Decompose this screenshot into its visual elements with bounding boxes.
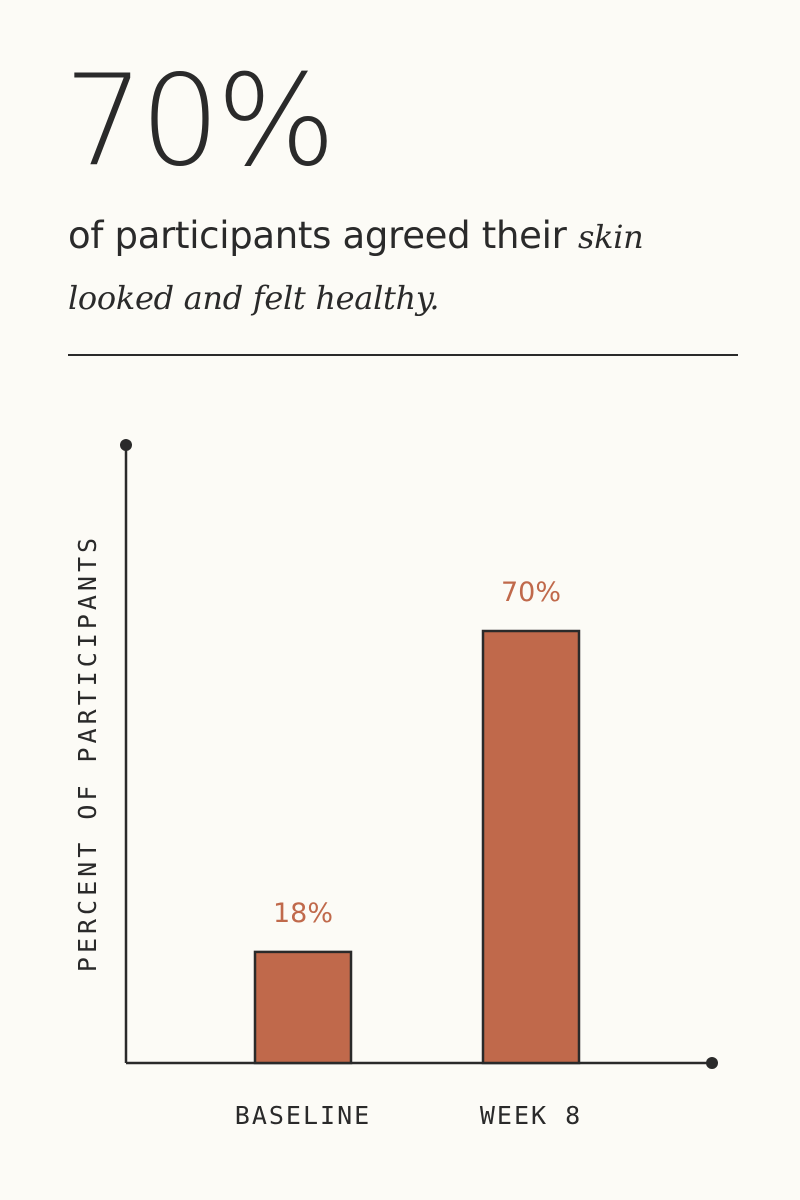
headline-description: of participants agreed their skin looked… <box>68 206 748 328</box>
description-text: of participants agreed their <box>68 214 578 257</box>
y-axis-end-dot <box>120 439 132 451</box>
value-label-baseline: 18% <box>273 898 333 929</box>
value-label-week-8: 70% <box>501 577 561 608</box>
category-label-baseline: BASELINE <box>235 1101 371 1130</box>
description-emphasis: skin looked and felt healthy. <box>68 218 644 317</box>
headline-stat: 70% <box>64 47 336 194</box>
divider-rule <box>68 354 738 356</box>
category-label-week-8: WEEK 8 <box>480 1101 582 1130</box>
x-axis-end-dot <box>706 1057 718 1069</box>
bars-group: 18% BASELINE 70% WEEK 8 <box>235 577 582 1130</box>
bar-week-8 <box>481 629 581 1065</box>
y-axis-title: PERCENT OF PARTICIPANTS <box>73 534 102 972</box>
bar-baseline <box>253 950 353 1065</box>
